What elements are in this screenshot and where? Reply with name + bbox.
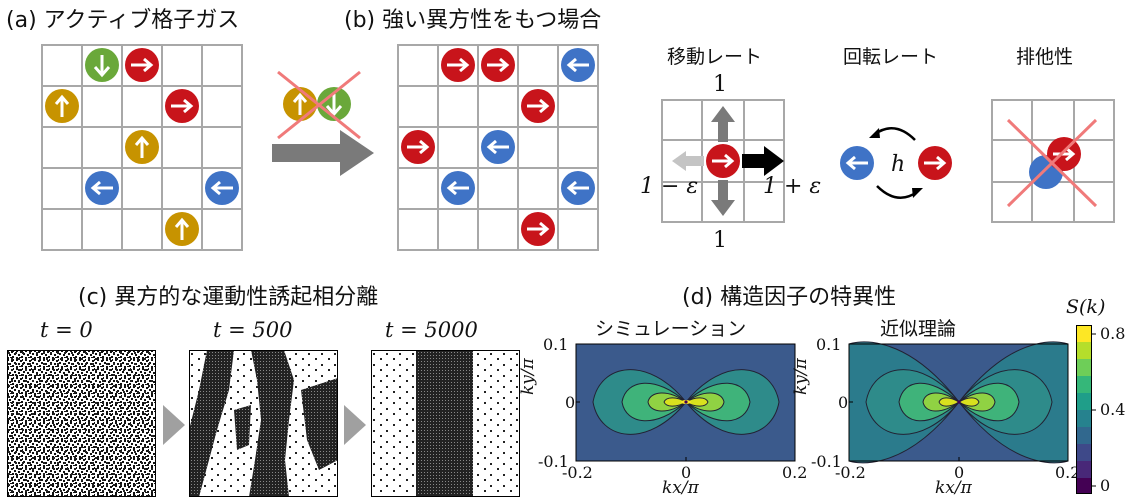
snapshot-label-2: t = 5000 — [385, 318, 478, 342]
particle-gold-up — [165, 212, 199, 246]
right-xtick-mid: 0 — [954, 463, 965, 482]
arrow-right-icon — [742, 146, 784, 176]
rotation-rate-diagram — [840, 127, 952, 199]
colorbar-tick-low: 0 — [1100, 476, 1111, 495]
chart-left-title: シミュレーション — [595, 318, 747, 340]
contour-levels — [592, 369, 780, 435]
big-right-arrow-icon — [272, 130, 374, 176]
colorbar-tick-high: 0.8 — [1100, 324, 1126, 343]
panel-b-title: (b) 強い異方性をもつ場合 — [344, 8, 602, 33]
right-ytick-mid: 0 — [838, 393, 849, 412]
arrow-down-icon — [711, 180, 735, 216]
right-xtick-right: 0.2 — [1055, 463, 1081, 482]
left-ytick-mid: 0 — [565, 393, 576, 412]
left-ytick-top: 0.1 — [543, 335, 569, 354]
left-ytick-bottom: -0.1 — [538, 452, 569, 471]
particle-blue-left — [85, 171, 119, 205]
particle-red-right — [165, 89, 199, 123]
panel-c-title: (c) 異方的な運動性誘起相分離 — [78, 285, 379, 310]
rate-down-label: 1 — [713, 228, 727, 253]
left-xtick-left: -0.2 — [562, 463, 593, 482]
snapshot-label-0: t = 0 — [40, 318, 93, 342]
panel-a-title: (a) アクティブ格子ガス — [6, 8, 240, 33]
snapshot-t0 — [7, 350, 156, 497]
colorbar-label: S(k) — [1066, 296, 1106, 318]
chart-right-title: 近似理論 — [880, 318, 957, 340]
removed-vertical-particles — [277, 70, 361, 140]
colorbar-tick-mid: 0.4 — [1100, 400, 1126, 419]
exclusion-diagram — [991, 99, 1115, 223]
chevron-right-icon — [344, 405, 366, 445]
arrow-up-icon — [711, 106, 735, 142]
left-xtick-right: 0.2 — [782, 463, 808, 482]
chart-simulation — [575, 343, 796, 462]
arrow-left-icon — [672, 151, 704, 171]
snapshot-t500 — [189, 350, 338, 497]
panel-d-title: (d) 構造因子の特異性 — [682, 285, 897, 310]
rate-left-label: 1 − ε — [640, 174, 699, 199]
colorbar — [1076, 325, 1096, 494]
right-ylabel: ky/π — [791, 358, 811, 395]
contour-levels — [848, 341, 1069, 464]
left-xlabel: kx/π — [662, 478, 699, 498]
rate-right-label: 1 + ε — [763, 174, 822, 199]
rate-up-label: 1 — [713, 72, 727, 97]
particle-green-down — [85, 48, 119, 82]
right-ytick-bottom: -0.1 — [811, 452, 842, 471]
panel-b-lattice — [397, 44, 599, 251]
label-rotate-rate: 回転レート — [843, 46, 939, 68]
right-xlabel: kx/π — [935, 478, 972, 498]
particle-gold-up — [125, 130, 159, 164]
right-ytick-top: 0.1 — [816, 335, 842, 354]
left-ylabel: ky/π — [518, 358, 538, 395]
particle-gold-up — [45, 89, 79, 123]
snapshot-label-1: t = 500 — [213, 318, 293, 342]
cross-icon — [1006, 118, 1098, 208]
rate-h-label: h — [891, 152, 906, 177]
left-xtick-mid: 0 — [681, 463, 692, 482]
label-move-rate: 移動レート — [667, 46, 763, 68]
right-xtick-left: -0.2 — [835, 463, 866, 482]
cross-icon — [277, 70, 361, 140]
particle-blue-left — [205, 171, 239, 205]
chevron-right-icon — [163, 405, 185, 445]
move-rate-diagram — [661, 99, 785, 223]
particle-red-right — [125, 48, 159, 82]
snapshot-t5000 — [371, 350, 520, 497]
chart-theory — [848, 341, 1069, 464]
label-exclusion: 排他性 — [1016, 46, 1074, 68]
panel-a-lattice — [41, 44, 243, 251]
